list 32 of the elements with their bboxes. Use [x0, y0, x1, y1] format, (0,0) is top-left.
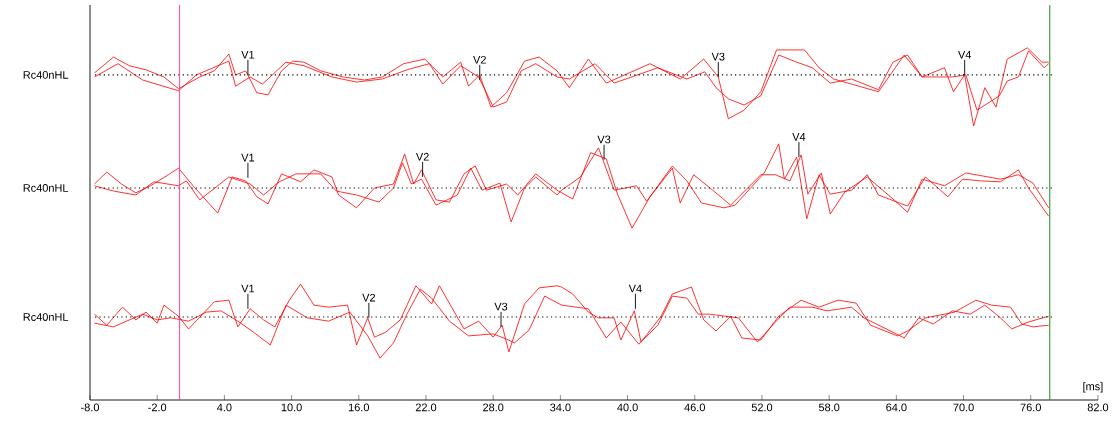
x-tick-label: 70.0: [953, 403, 974, 412]
annotation: V4: [792, 133, 806, 141]
x-tick-label: 40.0: [617, 403, 638, 412]
y-axis-title: Rc40nHL: [23, 184, 69, 192]
x-tick-label: 28.0: [483, 403, 504, 412]
annotation: V2: [362, 293, 376, 302]
annotation: V3: [711, 52, 725, 61]
annotation: V3: [494, 302, 508, 311]
x-tick-label: 16.0: [348, 403, 370, 412]
y-axis-title: Rc40nHL: [23, 313, 69, 321]
annotation: V4: [958, 50, 972, 59]
x-tick-label: -8.0: [81, 403, 99, 412]
x-tick-label: 82.0: [1087, 403, 1109, 412]
x-tick-label: 52.0: [751, 403, 773, 412]
x-tick-label: 22.0: [415, 403, 437, 412]
x-tick-label: -2.0: [148, 403, 167, 412]
x-axis-title: [ms]: [1083, 382, 1103, 393]
annotation: V4: [628, 284, 642, 293]
annotation: V1: [241, 50, 255, 59]
annotation: V1: [241, 284, 255, 293]
x-tick-label: 46.0: [684, 403, 705, 412]
x-tick-label: 34.0: [550, 403, 571, 412]
annotation: V2: [415, 152, 429, 161]
x-tick-label: 58.0: [818, 403, 840, 412]
y-axis-title: Rc40nHL: [23, 71, 69, 79]
x-tick-label: 76.0: [1020, 403, 1041, 412]
annotation: V2: [473, 55, 486, 64]
annotation: V1: [241, 153, 255, 162]
x-tick-label: 4.0: [217, 403, 232, 412]
x-tick-label: 64.0: [886, 403, 907, 412]
x-tick-label: 10.0: [281, 403, 302, 412]
annotation: V3: [597, 135, 611, 144]
